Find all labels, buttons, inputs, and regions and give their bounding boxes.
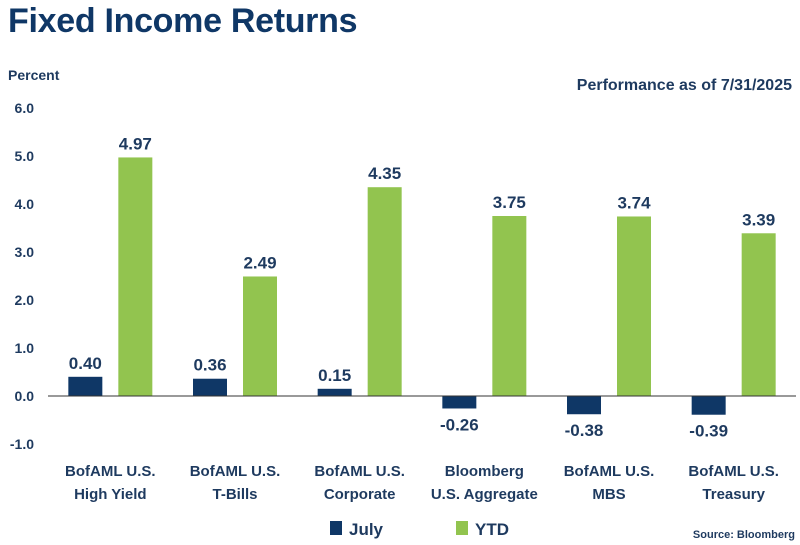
bar-ytd [617, 216, 651, 396]
category-label: BofAML U.S. [688, 463, 779, 480]
y-tick-label: -1.0 [10, 436, 34, 452]
chart-subtitle: Performance as of 7/31/2025 [577, 77, 792, 94]
source-note: Source: Bloomberg [693, 529, 795, 541]
page-title: Fixed Income Returns [8, 2, 358, 40]
data-label: 3.39 [742, 210, 775, 229]
y-tick-label: 3.0 [15, 244, 35, 260]
bar-ytd [118, 157, 153, 396]
bar-ytd [741, 233, 776, 396]
y-tick-label: 1.0 [15, 340, 35, 356]
bar-july [691, 396, 726, 415]
y-axis-ticks: 6.0 5.0 4.0 3.0 2.0 1.0 0.0 -1.0 [10, 100, 34, 452]
data-label: 4.97 [119, 134, 152, 153]
category-label: Corporate [324, 486, 396, 503]
category-labels: BofAML U.S. High Yield BofAML U.S. T-Bills B… [65, 463, 779, 503]
category-label: BofAML U.S. [65, 463, 156, 480]
legend: July YTD [330, 520, 509, 539]
bar-ytd [243, 276, 277, 396]
data-label: 0.40 [69, 354, 102, 373]
category-label: U.S. Aggregate [431, 486, 538, 503]
category-label: BofAML U.S. [564, 463, 655, 480]
bar-july [68, 376, 103, 396]
bar-july [567, 396, 601, 415]
legend-swatch [456, 521, 468, 535]
data-label: 3.75 [493, 193, 526, 212]
bar-july [317, 388, 352, 396]
bars: 0.40 4.97 0.36 2.49 0.15 4.35 -0.26 3.75 -0.38 3.… [68, 134, 776, 441]
data-label: 3.74 [617, 193, 651, 212]
bar-july [442, 396, 477, 409]
data-label: 2.49 [243, 253, 276, 272]
category-label: High Yield [74, 486, 147, 503]
data-label: 4.35 [368, 164, 401, 183]
y-tick-label: 5.0 [15, 148, 35, 164]
data-label: 0.15 [318, 366, 351, 385]
bar-ytd [367, 187, 402, 396]
bar-ytd [492, 216, 527, 396]
legend-swatch [330, 521, 342, 535]
legend-label: July [349, 520, 384, 539]
bar-july [193, 378, 227, 396]
legend-label: YTD [475, 520, 509, 539]
y-tick-label: 2.0 [15, 292, 35, 308]
y-tick-label: 4.0 [15, 196, 35, 212]
category-label: T-Bills [212, 486, 257, 503]
category-label: MBS [592, 486, 625, 503]
y-tick-label: 0.0 [15, 388, 35, 404]
category-label: Bloomberg [445, 463, 524, 480]
data-label: -0.26 [440, 415, 479, 434]
category-label: Treasury [702, 486, 765, 503]
data-label: 0.36 [193, 356, 226, 375]
data-label: -0.38 [565, 421, 604, 440]
category-label: BofAML U.S. [314, 463, 405, 480]
category-label: BofAML U.S. [190, 463, 281, 480]
y-tick-label: 6.0 [15, 100, 35, 116]
data-label: -0.39 [689, 422, 728, 441]
y-axis-label: Percent [8, 67, 60, 83]
